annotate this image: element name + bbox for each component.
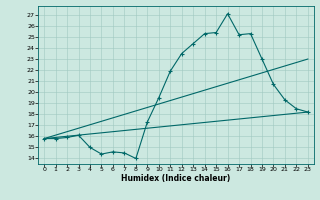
X-axis label: Humidex (Indice chaleur): Humidex (Indice chaleur): [121, 174, 231, 183]
